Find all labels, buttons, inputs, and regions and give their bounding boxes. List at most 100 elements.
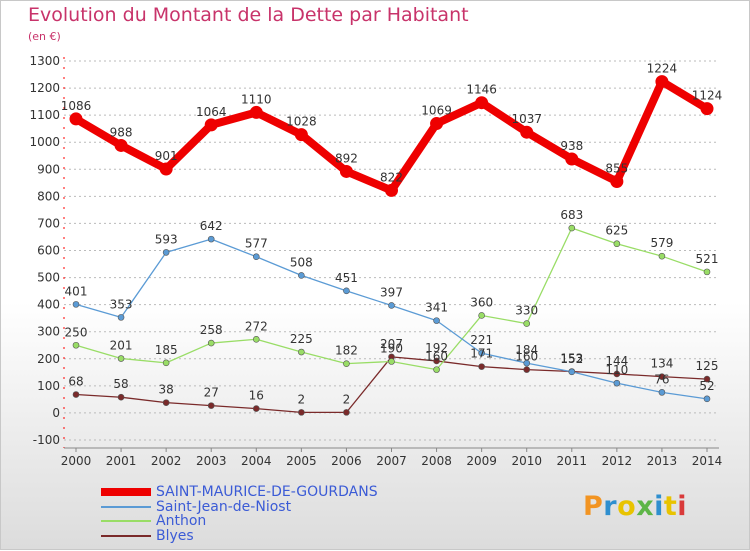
data-point <box>433 357 440 365</box>
x-tick-label: 2007 <box>376 454 407 468</box>
chart-legend: SAINT-MAURICE-DE-GOURDANS Saint-Jean-de-N… <box>101 484 378 544</box>
data-label: 1224 <box>647 62 678 76</box>
x-tick-label: 2013 <box>647 454 678 468</box>
x-tick-label: 2002 <box>151 454 182 468</box>
data-point <box>114 138 128 152</box>
data-point <box>700 102 714 116</box>
logo-letter: i <box>654 491 664 522</box>
legend-item: Anthon <box>101 513 378 530</box>
data-label: 593 <box>155 232 178 246</box>
data-label: 577 <box>245 237 268 251</box>
data-point <box>478 363 485 370</box>
data-point <box>162 249 170 256</box>
data-point <box>298 348 305 356</box>
data-point <box>69 112 83 126</box>
data-label: 2 <box>343 392 351 406</box>
data-label: 27 <box>204 386 219 400</box>
data-label: 16 <box>249 389 264 403</box>
data-point <box>343 360 350 367</box>
data-label: 52 <box>699 379 714 393</box>
data-point <box>388 358 395 365</box>
legend-item: SAINT-MAURICE-DE-GOURDANS <box>101 484 378 500</box>
data-point <box>703 268 711 276</box>
data-point <box>568 224 576 232</box>
logo-letter: P <box>583 491 604 522</box>
data-point <box>207 235 215 243</box>
data-label: 892 <box>335 151 358 165</box>
x-tick-label: 2006 <box>331 454 362 468</box>
data-label: 1110 <box>241 92 272 106</box>
data-label: 1146 <box>466 83 497 97</box>
data-point <box>478 312 485 319</box>
data-label: 579 <box>650 236 673 250</box>
data-label: 171 <box>470 347 493 361</box>
data-point <box>703 375 711 383</box>
x-tick-label: 2000 <box>61 454 92 468</box>
data-point <box>433 366 440 373</box>
data-point <box>523 320 531 327</box>
data-label: 2 <box>298 392 306 406</box>
data-point <box>475 96 489 110</box>
x-tick-label: 2012 <box>602 454 633 468</box>
data-point <box>72 301 80 308</box>
data-label: 642 <box>200 219 223 233</box>
data-label: 225 <box>290 332 313 346</box>
data-point <box>72 391 80 398</box>
y-tick-label: 0 <box>52 406 60 420</box>
data-point <box>613 240 621 248</box>
data-label: 134 <box>650 357 673 371</box>
data-label: 185 <box>155 343 178 357</box>
data-point <box>565 152 579 166</box>
data-label: 152 <box>560 352 583 366</box>
data-label: 330 <box>515 304 538 318</box>
data-point <box>72 341 80 349</box>
data-point <box>523 359 531 367</box>
data-point <box>298 272 305 279</box>
y-tick-label: 100 <box>37 379 60 393</box>
x-tick-label: 2004 <box>241 454 272 468</box>
data-label: 353 <box>110 297 133 311</box>
data-point <box>610 174 624 188</box>
data-label: 110 <box>605 363 628 377</box>
data-label: 822 <box>380 170 403 184</box>
data-point <box>613 370 621 378</box>
data-point <box>658 389 666 396</box>
data-label: 38 <box>159 383 174 397</box>
x-tick-label: 2003 <box>196 454 227 468</box>
legend-swatch <box>101 505 151 508</box>
data-label: 397 <box>380 285 403 299</box>
data-label: 201 <box>110 339 133 353</box>
data-point <box>430 117 444 131</box>
data-point <box>162 359 170 367</box>
data-label: 901 <box>155 149 178 163</box>
data-label: 1064 <box>196 105 227 119</box>
legend-label: Blyes <box>156 527 194 544</box>
data-point <box>249 105 263 119</box>
y-tick-label: 600 <box>37 244 60 258</box>
data-label: 988 <box>110 125 133 139</box>
legend-swatch <box>101 520 151 523</box>
logo-letter: o <box>617 491 637 522</box>
data-point <box>117 355 125 362</box>
legend-label: Anthon <box>156 513 207 530</box>
data-point <box>252 335 260 343</box>
data-point <box>433 317 440 324</box>
y-tick-label: 1300 <box>29 54 60 68</box>
data-label: 190 <box>380 341 403 355</box>
proxiti-logo: Proxiti <box>583 491 687 522</box>
legend-item: Saint-Jean-de-Niost <box>101 498 378 515</box>
y-tick-label: -100 <box>33 433 60 447</box>
data-point <box>568 368 576 376</box>
x-tick-label: 2005 <box>286 454 317 468</box>
data-point <box>159 162 173 176</box>
data-point <box>658 252 666 260</box>
data-label: 341 <box>425 301 448 315</box>
legend-item: Blyes <box>101 527 378 544</box>
data-point <box>343 409 350 416</box>
data-label: 58 <box>113 377 128 391</box>
legend-label: Saint-Jean-de-Niost <box>156 498 292 515</box>
chart-title: Evolution du Montant de la Dette par Hab… <box>28 4 469 26</box>
y-tick-label: 900 <box>37 162 60 176</box>
y-tick-label: 1000 <box>29 135 60 149</box>
